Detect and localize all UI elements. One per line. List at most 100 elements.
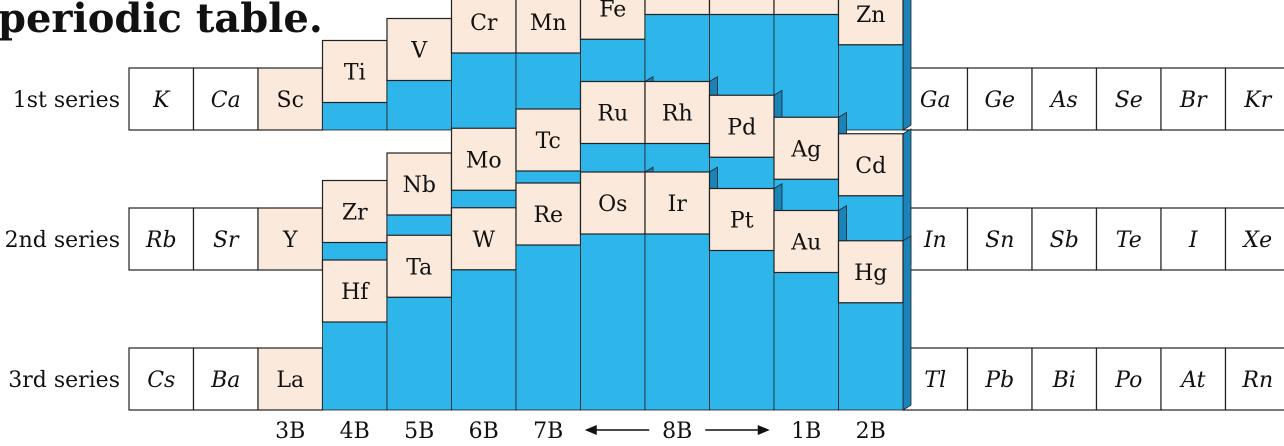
element-block-hg: Hg [839,236,912,410]
group-label-6b: 6B [469,419,499,441]
element-cell-bi: Bi [1032,348,1097,410]
element-symbol: Tl [924,368,946,393]
element-cell-te: Te [1097,208,1162,270]
row-label-3: 3rd series [8,368,120,393]
element-cell-in: In [903,208,968,270]
element-cell-kr: Kr [1226,68,1284,130]
element-block-w: W [452,203,525,410]
element-cell-se: Se [1097,68,1162,130]
element-block-la: La [258,343,331,410]
element-cell-ga: Ga [903,68,968,130]
element-cell-xe: Xe [1226,208,1284,270]
element-symbol: Pd [727,115,756,140]
element-symbol: Ag [790,137,821,162]
element-cell-ge: Ge [968,68,1033,130]
element-symbol: Kr [1243,88,1272,113]
row-labels: 1st series 2nd series 3rd series [5,88,120,393]
element-symbol: Se [1115,88,1143,113]
block-bar [452,53,517,130]
element-block-ta: Ta [387,230,460,410]
page-title: periodic table. [0,0,323,42]
group-label-4b: 4B [340,419,370,441]
element-block-y: Y [258,203,331,270]
element-block-pt: Pt [710,184,783,410]
element-symbol: Br [1179,88,1208,113]
block-bar [710,251,775,411]
element-cell-cs: Cs [129,348,194,410]
element-cell-k: K [129,68,194,130]
transition-metal-blocks: ScTiVCrMnFeCoNiCuZnYZrNbMoTcRuRhPdAgCdLa… [258,0,911,410]
element-block-ir: Ir [645,167,718,410]
element-symbol: Nb [403,173,436,198]
element-symbol: In [923,228,947,253]
element-symbol: Os [598,192,627,217]
block-bar [774,15,839,131]
element-symbol: Mn [530,11,567,36]
element-symbol: Ca [211,88,241,113]
element-block-au: Au [774,206,847,410]
element-symbol: Re [533,203,563,228]
block-bar [387,297,452,410]
element-symbol: Sb [1050,228,1079,253]
element-symbol: Zr [342,201,368,226]
element-face [710,0,775,15]
row-label-2: 2nd series [5,228,120,253]
element-symbol: Po [1114,368,1142,393]
element-symbol: Sn [985,228,1014,253]
element-symbol: Cr [470,11,498,36]
block-bar [452,270,517,410]
group-label-7b: 7B [533,419,563,441]
element-cell-tl: Tl [903,348,968,410]
element-block-ti: Ti [323,36,396,130]
element-block-hf: Hf [323,255,396,410]
element-block-cu: Cu [774,0,847,130]
block-bar [581,234,646,410]
element-cell-sb: Sb [1032,208,1097,270]
block-bar [516,245,581,410]
element-symbol: Ta [406,255,432,280]
row-label-1: 1st series [13,88,120,113]
element-cell-as: As [1032,68,1097,130]
block-bar [839,45,904,130]
element-block-sc: Sc [258,63,331,130]
element-symbol: Ge [984,88,1015,113]
group-label-1b: 1B [791,419,821,441]
element-cell-sn: Sn [968,208,1033,270]
element-symbol: Ba [210,368,240,393]
element-symbol: Ru [597,102,628,127]
block-bar [323,103,388,131]
group-label-2b: 2B [856,419,886,441]
element-cell-po: Po [1097,348,1162,410]
element-cell-at: At [1161,348,1226,410]
element-symbol: Rh [662,102,693,127]
element-cell-pb: Pb [968,348,1033,410]
block-side-face [903,0,911,130]
block-bar [774,273,839,411]
element-cell-i: I [1161,208,1226,270]
element-symbol: Cs [147,368,175,393]
element-symbol: Hg [854,261,887,286]
element-block-zn: Zn [839,0,912,130]
element-symbol: Rb [145,228,177,253]
element-face [645,0,710,15]
element-cell-rb: Rb [129,208,194,270]
element-block-zr: Zr [323,176,396,270]
element-symbol: As [1049,88,1078,113]
element-symbol: Te [1116,228,1142,253]
arrow-left-icon [585,425,650,435]
element-symbol: Rn [1241,368,1273,393]
block-bar [323,322,388,410]
element-block-os: Os [581,167,654,410]
element-symbol: Au [790,231,821,256]
element-cell-ba: Ba [194,348,259,410]
element-symbol: K [152,88,171,113]
element-symbol: Mo [466,148,502,173]
group-label-8b: 8B [662,419,692,441]
element-symbol: La [276,368,304,393]
element-cell-sr: Sr [194,208,259,270]
element-symbol: Ga [920,88,951,113]
element-symbol: Fe [599,0,626,22]
element-block-re: Re [516,178,589,410]
arrow-right-icon [705,425,770,435]
